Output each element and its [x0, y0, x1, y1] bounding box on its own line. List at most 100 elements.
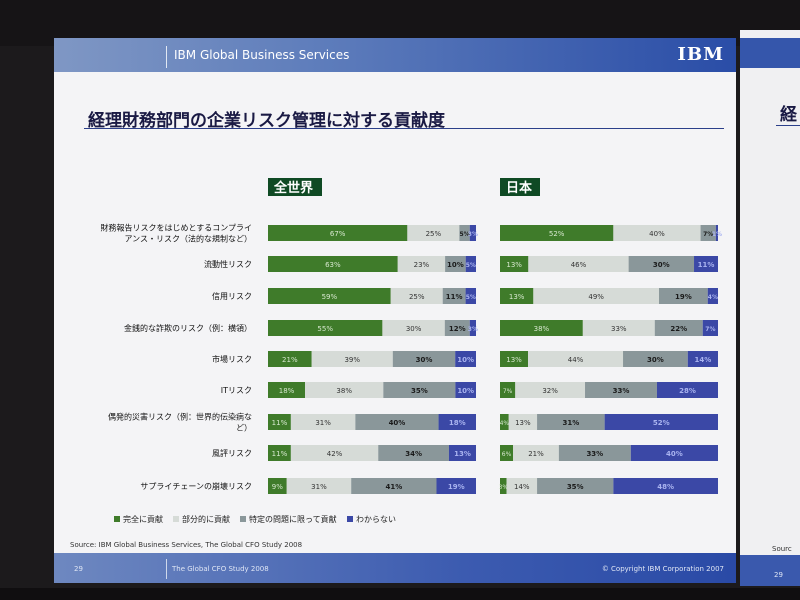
slide-header-bar: IBM Global Business Services IBM — [54, 38, 736, 72]
adjacent-slide-header — [740, 38, 800, 68]
bar-segment — [500, 414, 509, 430]
bar-segment — [445, 256, 466, 272]
bar-value-label: 28% — [679, 387, 696, 395]
bar-segment — [459, 225, 470, 241]
bar-segment — [355, 414, 439, 430]
bar-value-label: 32% — [542, 387, 558, 395]
slide-title: 経理財務部門の企業リスク管理に対する貢献度 — [88, 111, 445, 131]
bar-segment — [528, 256, 629, 272]
bar-segment — [500, 288, 534, 304]
bar-value-label: 31% — [562, 419, 579, 427]
bar-segment — [623, 351, 688, 367]
bar-segment — [628, 256, 695, 272]
bar-value-label: 30% — [406, 325, 422, 333]
bar-value-label: 40% — [389, 419, 406, 427]
bar-segment — [382, 320, 445, 336]
bar-value-label: 33% — [613, 387, 630, 395]
bar-value-label: 5% — [459, 231, 469, 238]
bar-value-label: 21% — [282, 356, 298, 364]
bar-value-label: 22% — [670, 325, 687, 333]
category-label-line: サプライチェーンの崩壊リスク — [140, 481, 252, 491]
bar-segment — [397, 256, 446, 272]
bar-segment — [268, 320, 383, 336]
bar-value-label: 9% — [272, 483, 283, 491]
category-label: ITリスク — [221, 386, 252, 395]
bar-value-label: 23% — [414, 261, 430, 269]
bar-segment — [702, 320, 718, 336]
bar-value-label: 13% — [454, 450, 471, 458]
bar-value-label: 7% — [705, 326, 715, 333]
bar-value-label: 10% — [457, 387, 474, 395]
presentation-slide: IBM Global Business Services IBM 経理財務部門の… — [54, 38, 736, 583]
bar-segment — [585, 382, 657, 398]
bar-value-label: 6% — [502, 451, 512, 458]
category-label-line: ど） — [236, 424, 252, 433]
bar-value-label: 13% — [506, 261, 522, 269]
legend-label: 部分的に貢献 — [182, 514, 230, 524]
bar-value-label: 25% — [426, 230, 442, 238]
bar-value-label: 35% — [411, 387, 428, 395]
bar-segment — [533, 288, 660, 304]
bar-segment — [528, 351, 624, 367]
bar-segment — [687, 351, 718, 367]
bar-segment — [442, 288, 466, 304]
bar-segment — [513, 445, 559, 461]
bar-value-label: 5% — [466, 294, 476, 301]
panel-title: 日本 — [506, 180, 532, 196]
bar-segment — [630, 445, 718, 461]
panel-title: 全世界 — [273, 180, 313, 196]
bar-value-label: 52% — [653, 419, 670, 427]
bar-value-label: 10% — [447, 261, 464, 269]
bar-segment — [268, 445, 291, 461]
legend-swatch — [173, 516, 179, 522]
bar-value-label: 7% — [703, 231, 713, 238]
bar-segment — [537, 478, 614, 494]
bar-value-label: 5% — [466, 262, 476, 269]
bar-value-label: 31% — [315, 419, 331, 427]
bar-segment — [268, 288, 391, 304]
adjacent-slide: 経 Sourc 29 — [740, 30, 800, 586]
category-label-line: 金銭的な詐欺のリスク（例：横領） — [124, 323, 252, 333]
page-number: 29 — [74, 565, 83, 573]
room-background-bottom — [0, 588, 800, 600]
bar-segment — [700, 225, 716, 241]
bar-value-label: 38% — [534, 325, 550, 333]
category-label: 財務報告リスクをはじめとするコンプライアンス・リスク（法的な規制など） — [100, 223, 252, 244]
bar-segment — [436, 478, 476, 494]
header-divider — [166, 46, 167, 68]
bar-value-label: 40% — [666, 450, 683, 458]
bar-segment — [506, 478, 538, 494]
category-label: 信用リスク — [212, 291, 252, 301]
bar-segment — [558, 445, 631, 461]
adjacent-slide-footer — [740, 555, 800, 586]
category-label-line: 市場リスク — [212, 354, 252, 364]
bar-value-label: 59% — [322, 293, 338, 301]
category-label: 偶発的災害リスク（例：世界的伝染病など） — [108, 412, 252, 433]
category-label-line: アンス・リスク（法的な規制など） — [124, 234, 252, 244]
bar-value-label: 41% — [385, 483, 402, 491]
bar-segment — [438, 414, 476, 430]
bar-value-label: 4% — [500, 420, 510, 427]
bar-segment — [311, 351, 393, 367]
bar-segment — [500, 225, 614, 241]
bar-segment — [715, 225, 718, 241]
bar-segment — [500, 351, 529, 367]
bar-value-label: 19% — [448, 483, 465, 491]
bar-value-label: 30% — [647, 356, 664, 364]
bar-value-label: 34% — [405, 450, 422, 458]
bar-segment — [268, 414, 291, 430]
title-rule — [84, 128, 724, 129]
bar-value-label: 40% — [649, 230, 665, 238]
bar-value-label: 13% — [509, 293, 525, 301]
bar-value-label: 12% — [449, 325, 466, 333]
bar-segment — [582, 320, 655, 336]
bar-segment — [515, 382, 586, 398]
bar-segment — [613, 478, 718, 494]
bar-value-label: 31% — [311, 483, 327, 491]
bar-value-label: 38% — [336, 387, 352, 395]
category-label-line: 偶発的災害リスク（例：世界的伝染病な — [108, 412, 252, 422]
bar-value-label: 1% — [712, 231, 722, 238]
bar-segment — [268, 351, 312, 367]
bar-segment — [448, 445, 476, 461]
category-label-line: 財務報告リスクをはじめとするコンプライ — [100, 223, 252, 233]
